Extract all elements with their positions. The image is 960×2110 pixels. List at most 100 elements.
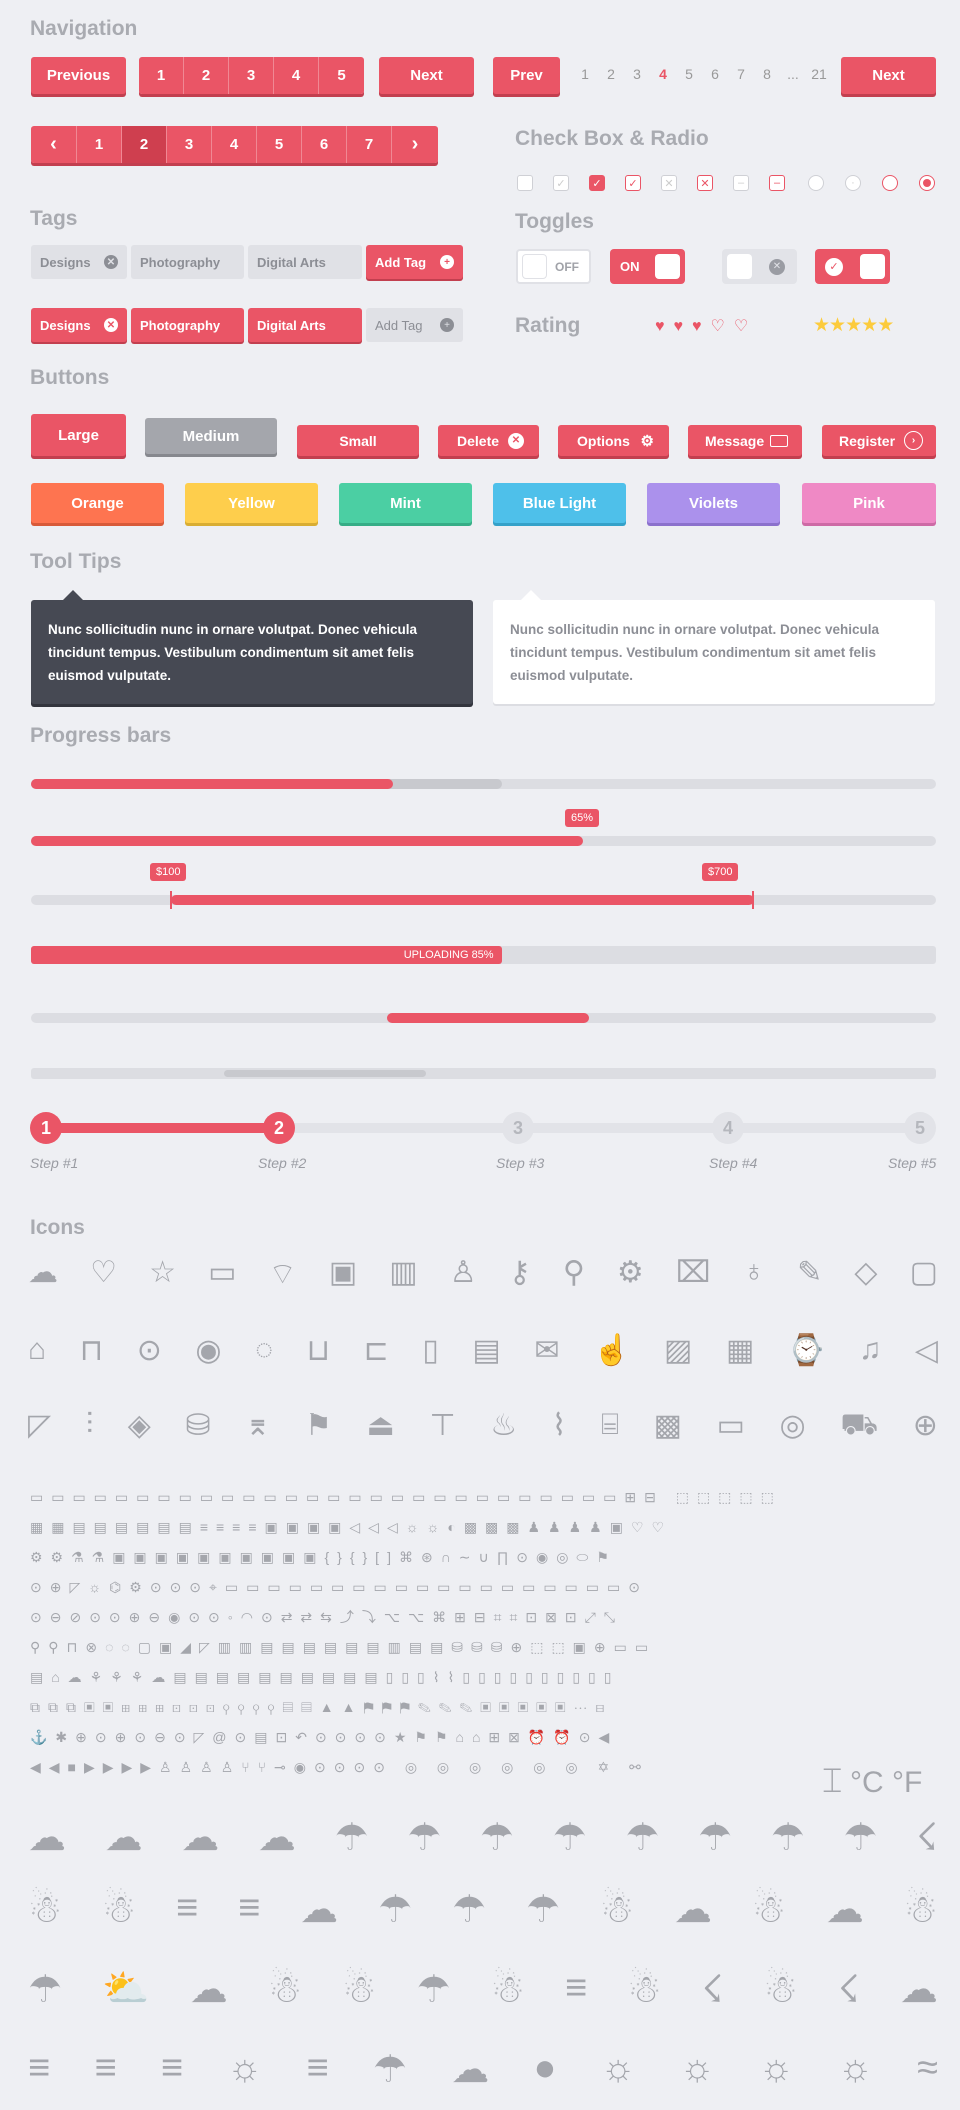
- cloud-sun-rain-icon: ☂: [416, 1969, 451, 2011]
- page-button[interactable]: 1: [77, 126, 122, 163]
- checkbox-x-red[interactable]: ✕: [697, 175, 713, 191]
- checkbox-checked-light[interactable]: ✓: [553, 175, 569, 191]
- medium-button[interactable]: Medium: [145, 418, 277, 454]
- range-slider[interactable]: [31, 891, 936, 909]
- cloud-sun-snow-icon: ☃: [28, 1889, 63, 1931]
- add-tag-button[interactable]: Add Tag +: [366, 245, 463, 279]
- star-icon[interactable]: ★: [813, 315, 830, 336]
- cloud-sun-snow-icon: ☃: [101, 1889, 137, 1931]
- close-icon[interactable]: ✕: [104, 255, 118, 269]
- previous-button[interactable]: Previous: [31, 57, 126, 94]
- heart-icon[interactable]: ♥: [655, 318, 674, 335]
- radio-dot-light[interactable]: ·: [845, 175, 861, 191]
- page-link[interactable]: 5: [685, 66, 693, 82]
- cup-icon: ⊏: [363, 1334, 389, 1367]
- page-button[interactable]: 3: [167, 126, 212, 163]
- pink-button[interactable]: Pink: [802, 483, 936, 523]
- tag-photography-active[interactable]: Photography: [131, 308, 244, 342]
- next-button-2[interactable]: Next: [841, 57, 936, 94]
- radio-red-empty[interactable]: [882, 175, 898, 191]
- checkbox-checked-filled[interactable]: ✓: [589, 175, 605, 191]
- heart-half-icon[interactable]: ♥: [692, 318, 711, 335]
- page-link[interactable]: 21: [811, 66, 827, 82]
- page-link[interactable]: 1: [581, 66, 589, 82]
- orange-button[interactable]: Orange: [31, 483, 164, 523]
- page-button[interactable]: 7: [347, 126, 392, 163]
- tag-digital-arts-active[interactable]: Digital Arts: [248, 308, 362, 342]
- add-tag-button-inactive[interactable]: Add Tag +: [366, 308, 463, 342]
- page-button[interactable]: 3: [229, 57, 274, 94]
- scroll-bar[interactable]: [31, 1068, 936, 1079]
- checkbox-minus-red[interactable]: –: [769, 175, 785, 191]
- page-button[interactable]: 4: [212, 126, 257, 163]
- tag-designs-active[interactable]: Designs ✕: [31, 308, 127, 342]
- small-button[interactable]: Small: [297, 425, 419, 456]
- page-button[interactable]: 5: [319, 57, 364, 94]
- toggle-x[interactable]: ✕: [722, 249, 797, 284]
- toggle-knob: [655, 254, 680, 279]
- heart-outline-icon[interactable]: ♡: [710, 318, 734, 335]
- range-handle-min[interactable]: [170, 891, 172, 909]
- page-link[interactable]: 6: [711, 66, 719, 82]
- scroll-thumb[interactable]: [224, 1070, 426, 1077]
- heart-outline-icon[interactable]: ♡: [733, 318, 758, 335]
- watch-icon: ⌚: [787, 1334, 826, 1367]
- step-3[interactable]: 3: [502, 1112, 534, 1144]
- yellow-button[interactable]: Yellow: [185, 483, 318, 523]
- large-button[interactable]: Large: [31, 414, 126, 456]
- page-button[interactable]: 2: [184, 57, 229, 94]
- radio-red-selected[interactable]: [919, 175, 935, 191]
- violets-button[interactable]: Violets: [647, 483, 780, 523]
- delete-button[interactable]: Delete ✕: [438, 425, 539, 456]
- page-link[interactable]: 8: [763, 66, 771, 82]
- checkbox-minus-light[interactable]: –: [733, 175, 749, 191]
- chevron-left-icon[interactable]: ‹: [31, 126, 77, 163]
- page-link[interactable]: 7: [737, 66, 745, 82]
- page-link[interactable]: 2: [607, 66, 615, 82]
- register-button[interactable]: Register ›: [822, 425, 936, 456]
- toggle-on[interactable]: ON: [610, 249, 685, 284]
- page-button[interactable]: 5: [257, 126, 302, 163]
- step-1[interactable]: 1: [30, 1112, 62, 1144]
- star-icon[interactable]: ★: [861, 315, 878, 336]
- toggle-off[interactable]: OFF: [516, 249, 591, 284]
- toggle-check[interactable]: ✓: [815, 249, 890, 284]
- chevron-right-icon[interactable]: ›: [392, 126, 438, 163]
- close-icon[interactable]: ✕: [104, 318, 118, 332]
- page-button[interactable]: 1: [139, 57, 184, 94]
- next-button[interactable]: Next: [379, 57, 474, 94]
- step-4[interactable]: 4: [712, 1112, 744, 1144]
- blue-light-button[interactable]: Blue Light: [493, 483, 626, 523]
- star-rating[interactable]: ★★★★★: [813, 314, 894, 337]
- step-2[interactable]: 2: [263, 1112, 295, 1144]
- page-button-active[interactable]: 2: [122, 126, 167, 163]
- mint-button[interactable]: Mint: [339, 483, 472, 523]
- toggles-heading: Toggles: [515, 210, 594, 233]
- message-button[interactable]: Message: [688, 425, 802, 456]
- prev-button[interactable]: Prev: [493, 57, 560, 94]
- cloud-rain-icon: ☂: [378, 1889, 413, 1931]
- close-icon: ✕: [769, 258, 785, 275]
- page-button[interactable]: 4: [274, 57, 319, 94]
- range-handle-max[interactable]: [752, 891, 754, 909]
- calendar-icon: ▩: [653, 1409, 682, 1442]
- checkbox-empty[interactable]: [517, 175, 533, 191]
- star-icon[interactable]: ★: [829, 315, 846, 336]
- page-link[interactable]: 3: [633, 66, 641, 82]
- tag-digital-arts[interactable]: Digital Arts: [248, 245, 362, 279]
- star-icon[interactable]: ★: [877, 315, 894, 336]
- tag-designs[interactable]: Designs ✕: [31, 245, 127, 279]
- checkbox-x-light[interactable]: ✕: [661, 175, 677, 191]
- heart-rating[interactable]: ♥♥♥♡♡: [655, 316, 757, 336]
- checkbox-checked-outline[interactable]: ✓: [625, 175, 641, 191]
- sunset-icon: ☼: [838, 2047, 873, 2089]
- options-button[interactable]: Options ⚙: [558, 425, 669, 456]
- star-icon[interactable]: ★: [845, 315, 862, 336]
- step-5[interactable]: 5: [904, 1112, 936, 1144]
- page-button[interactable]: 6: [302, 126, 347, 163]
- thumbs-up-icon: ☝: [593, 1334, 631, 1367]
- radio-empty[interactable]: [808, 175, 824, 191]
- heart-icon[interactable]: ♥: [673, 318, 692, 335]
- tag-photography[interactable]: Photography: [131, 245, 244, 279]
- page-link-active[interactable]: 4: [659, 66, 667, 82]
